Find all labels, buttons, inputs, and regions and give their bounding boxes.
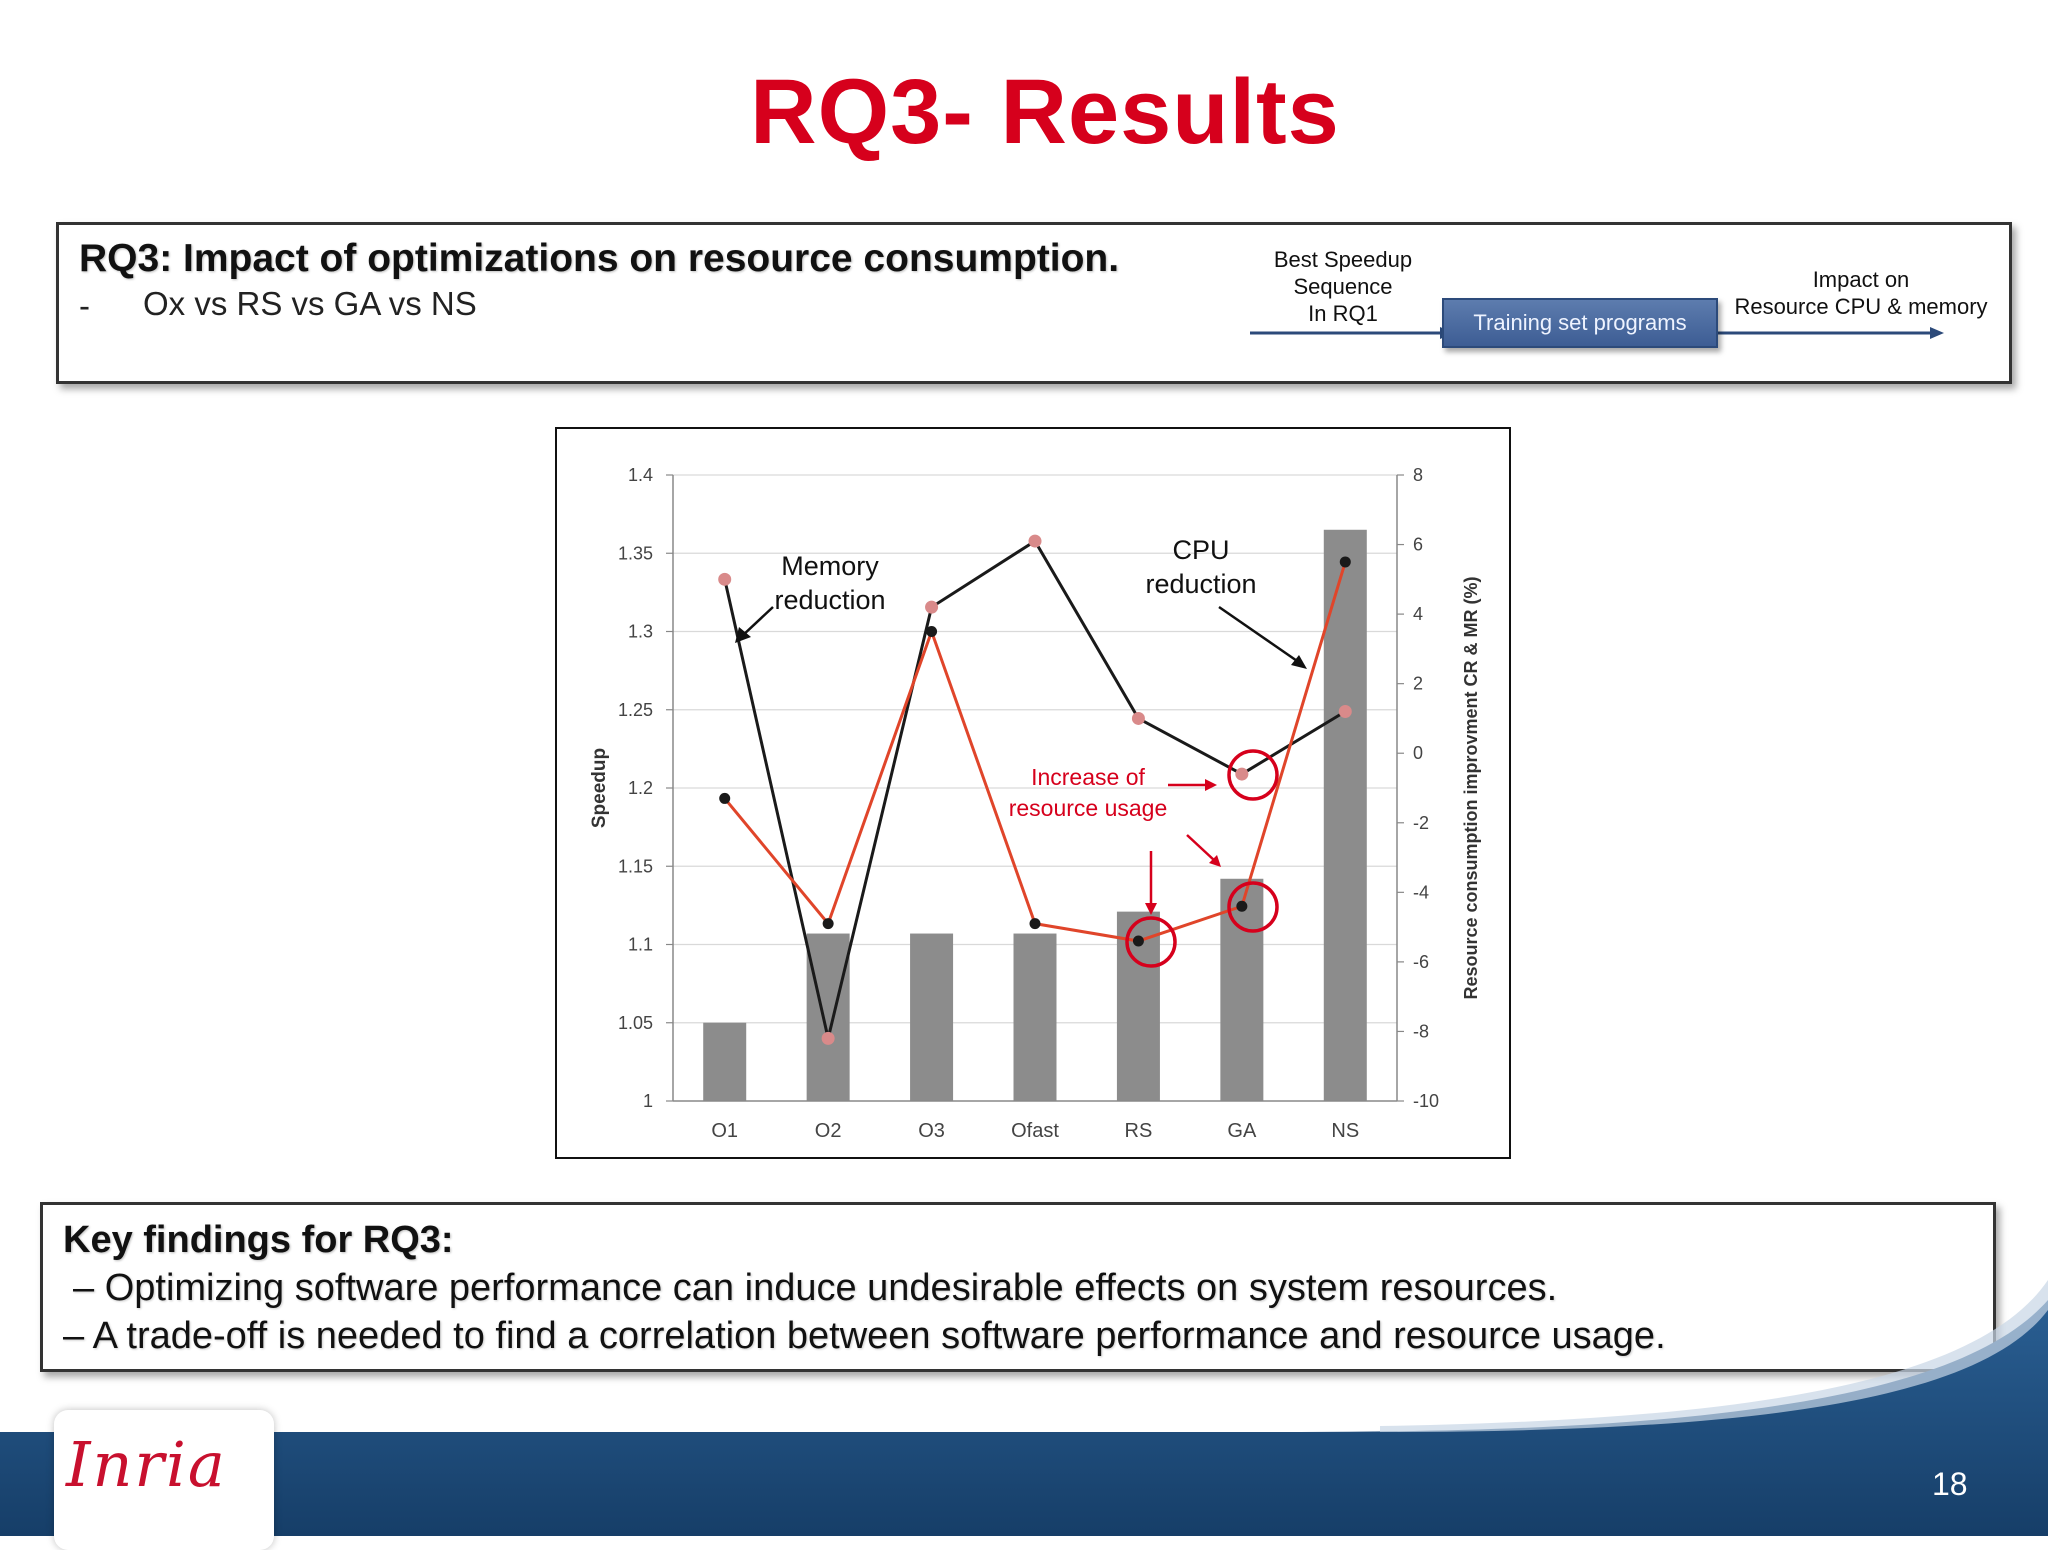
speedup-resource-chart: 11.051.11.151.21.251.31.351.4 -10-8-6-4-… [589, 465, 1481, 1142]
cpu-point [718, 572, 732, 586]
cpu-reduction-annotation: CPU reduction [1145, 535, 1307, 669]
increase-resource-annotation: Increase of resource usage [1009, 764, 1221, 915]
speedup-bar [910, 933, 954, 1101]
speedup-bar [806, 933, 850, 1101]
memory-point [926, 626, 938, 637]
x-tick-label: O2 [815, 1120, 842, 1142]
speedup-bars [703, 529, 1367, 1101]
cpu-point [1028, 534, 1042, 548]
flow-input-label: Best Speedup Sequence In RQ1 [1208, 246, 1478, 327]
annotation-line: Increase of [1031, 764, 1145, 790]
y-tick-label: 1.05 [618, 1013, 653, 1033]
memory-point [1236, 900, 1248, 912]
y2-tick-label: -6 [1413, 952, 1429, 972]
speedup-bar [703, 1022, 747, 1101]
y-tick-label: 1.1 [628, 935, 653, 955]
y2-tick-label: 8 [1413, 465, 1423, 485]
y2-tick-label: -10 [1413, 1091, 1439, 1111]
flow-input-line: In RQ1 [1308, 301, 1378, 326]
y2-tick-label: -2 [1413, 813, 1429, 833]
highlight-circle [1125, 916, 1177, 968]
y-tick-label: 1.2 [628, 778, 653, 798]
footer-band [0, 1280, 2048, 1536]
annotation-line: Memory [781, 551, 879, 581]
y2-axis-label: Resource consumption improvment CR & MR … [1461, 576, 1481, 999]
y-tick-label: 1.4 [628, 465, 653, 485]
arrowhead-icon [735, 627, 751, 643]
gridlines [666, 474, 1404, 1102]
key-findings-heading: Key findings for RQ3: [63, 1219, 454, 1261]
key-finding-item: – A trade-off is needed to find a correl… [63, 1315, 1666, 1357]
flow-input-line: Sequence [1293, 274, 1393, 299]
memory-point [1339, 556, 1351, 568]
y-tick-label: 1.25 [618, 700, 653, 720]
slide-title: RQ3- Results [750, 61, 1340, 163]
key-findings-box: Key findings for RQ3: – Optimizing softw… [40, 1202, 1996, 1372]
y-tick-label: 1.15 [618, 856, 653, 876]
cpu-point [1338, 704, 1352, 718]
y2-tick-label: 4 [1413, 604, 1423, 624]
resource-markers [718, 534, 1352, 1045]
cpu-point [1235, 767, 1249, 781]
annotation-line: reduction [774, 585, 885, 615]
annotation-line: reduction [1145, 569, 1256, 599]
arrowhead-icon [1209, 855, 1221, 867]
logo-card: Inria [54, 1410, 274, 1550]
arrowhead-icon [1205, 779, 1217, 791]
memory-reduction-annotation: Memory reduction [735, 551, 886, 643]
y-tick-label: 1.3 [628, 622, 653, 642]
arrowhead-icon [1930, 327, 1944, 339]
memory-point [822, 918, 834, 930]
y-tick-label: 1.35 [618, 543, 653, 563]
y2-tick-label: 2 [1413, 674, 1423, 694]
resource-tick-labels: -10 -8 -6 -4 -2 0 2 4 6 8 [1413, 465, 1439, 1111]
y-axis-label: Speedup [589, 748, 610, 828]
memory-point [1029, 918, 1041, 930]
arrowhead-icon [1291, 655, 1307, 669]
speedup-bar [1013, 933, 1057, 1101]
x-tick-label: O3 [918, 1120, 945, 1142]
flow-output-label: Impact on Resource CPU & memory [1716, 266, 2006, 320]
category-tick-labels: O1 O2 O3 Ofast RS GA NS [711, 1120, 1359, 1142]
cpu-point [1131, 711, 1145, 725]
footer-wave [0, 1300, 2048, 1536]
memory-point [1132, 935, 1144, 947]
speedup-bar [1220, 878, 1264, 1101]
flow-input-line: Best Speedup [1273, 247, 1413, 272]
x-tick-label: GA [1227, 1120, 1257, 1142]
y-tick-label: 1 [643, 1091, 653, 1111]
arrowhead-icon [1145, 903, 1157, 915]
flow-output-line: Impact on [1812, 267, 1910, 292]
x-tick-label: NS [1331, 1120, 1359, 1142]
rq-bullet: Ox vs RS vs GA vs NS [143, 285, 477, 322]
y2-tick-label: 6 [1413, 535, 1423, 555]
key-finding-item: – Optimizing software performance can in… [73, 1267, 1558, 1309]
x-tick-label: O1 [711, 1120, 738, 1142]
x-tick-label: Ofast [1011, 1120, 1059, 1142]
annotation-line: resource usage [1009, 795, 1168, 821]
flow-output-line: Resource CPU & memory [1734, 294, 1988, 319]
cpu-point [925, 600, 939, 614]
rq-heading: RQ3: Impact of optimizations on resource… [79, 237, 1120, 280]
x-tick-label: RS [1125, 1120, 1153, 1142]
training-set-box: Training set programs [1442, 298, 1718, 348]
y2-tick-label: -4 [1413, 882, 1429, 902]
annotation-line: CPU [1172, 535, 1229, 565]
speedup-bar [1323, 529, 1367, 1101]
inria-logo: Inria [66, 1428, 227, 1501]
cpu-point [821, 1031, 835, 1045]
bullet-dash: - [79, 287, 90, 324]
footer-highlight [1380, 1280, 2048, 1432]
y2-tick-label: -8 [1413, 1021, 1429, 1041]
speedup-tick-labels: 1 1.05 1.1 1.15 1.2 1.25 1.3 1.35 1.4 [618, 465, 653, 1111]
highlight-circle [1227, 749, 1279, 801]
page-number: 18 [1932, 1466, 1968, 1502]
y2-tick-label: 0 [1413, 743, 1423, 763]
memory-point [719, 792, 731, 804]
highlight-circle [1227, 881, 1279, 933]
